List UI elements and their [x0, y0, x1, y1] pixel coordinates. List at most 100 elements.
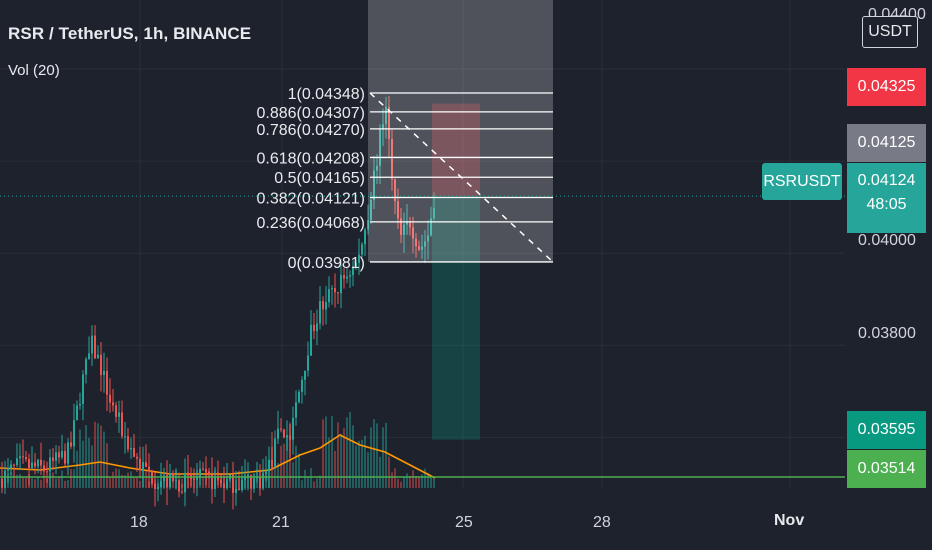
candle-body-98: [295, 402, 297, 418]
candle-body-44: [133, 447, 135, 457]
volume-bar-44: [133, 477, 135, 488]
candle-body-101: [304, 370, 306, 380]
candle-body-5: [16, 458, 18, 466]
candle-body-110: [331, 288, 333, 290]
currency-button[interactable]: USDT: [862, 16, 918, 48]
candle-body-112: [337, 292, 339, 294]
candle-body-35: [106, 370, 108, 395]
volume-bar-39: [118, 469, 120, 488]
candle-body-132: [397, 201, 399, 219]
volume-bar-114: [343, 428, 345, 488]
candle-body-23: [70, 442, 72, 447]
fib-trend-line: [369, 92, 554, 263]
line-price-badge: 0.03514: [847, 450, 926, 488]
volume-bar-13: [40, 479, 42, 488]
candle-body-6: [19, 456, 21, 459]
fib-label-2: 0.786(0.04270): [256, 122, 365, 139]
candle-body-42: [127, 436, 129, 450]
volume-bar-108: [325, 416, 327, 488]
volume-indicator-label[interactable]: Vol (20): [8, 62, 60, 79]
candle-countdown: 48:05: [866, 196, 907, 213]
candle-body-140: [421, 246, 423, 250]
candle-body-97: [292, 417, 294, 440]
volume-bar-136: [409, 475, 411, 488]
candle-body-34: [103, 370, 105, 376]
candle-body-107: [322, 301, 324, 310]
candle-body-106: [319, 301, 321, 324]
volume-bar-140: [421, 474, 423, 488]
candle-body-30: [91, 335, 93, 354]
candle-body-32: [97, 354, 99, 359]
volume-bar-11: [34, 479, 36, 488]
volume-bar-35: [106, 443, 108, 488]
candle-body-48: [145, 462, 147, 467]
volume-bar-105: [316, 478, 318, 488]
time-tick-18: 18: [130, 514, 148, 531]
candle-body-0: [1, 478, 3, 488]
candle-body-55: [166, 475, 168, 488]
volume-bar-34: [103, 431, 105, 488]
candle-body-126: [379, 129, 381, 166]
candle-body-103: [310, 324, 312, 356]
volume-bar-104: [313, 481, 315, 488]
volume-bar-138: [415, 476, 417, 488]
candle-body-22: [67, 442, 69, 464]
position-stop-zone: [432, 196, 480, 440]
candle-body-24: [73, 420, 75, 447]
volume-bar-133: [400, 481, 402, 488]
candle-body-117: [352, 266, 354, 276]
candle-body-95: [286, 435, 288, 438]
volume-bar-125: [376, 423, 378, 488]
candle-body-9: [28, 459, 30, 469]
price-tick-0.04: 0.04000: [858, 232, 916, 249]
volume-bar-113: [340, 433, 342, 488]
candle-body-102: [307, 355, 309, 371]
candle-body-109: [328, 289, 330, 303]
fib-retracement: 1(0.04348) 0.886(0.04307)0.786(0.04270) 0.…: [256, 86, 554, 272]
candle-body-65: [196, 476, 198, 481]
volume-bar-109: [328, 437, 330, 488]
candle-body-2: [7, 467, 9, 471]
high-price-badge: 0.04125: [847, 124, 926, 162]
volume-bar-129: [388, 456, 390, 488]
volume-bar-102: [307, 476, 309, 488]
candle-body-73: [220, 480, 222, 484]
volume-bar-135: [406, 473, 408, 488]
candle-body-90: [271, 459, 273, 467]
price-tick-0.038: 0.03800: [858, 325, 916, 342]
candle-body-139: [418, 246, 420, 250]
candle-body-10: [31, 462, 33, 469]
volume-bar-46: [139, 480, 141, 488]
volume-bar-119: [358, 440, 360, 488]
candle-body-89: [268, 459, 270, 472]
candle-body-16: [49, 457, 51, 472]
volume-bar-116: [349, 412, 351, 488]
candle-body-113: [340, 275, 342, 294]
target-price-badge: 0.04325: [847, 68, 926, 106]
volume-bar-41: [124, 475, 126, 488]
candle-body-77: [232, 474, 234, 493]
candle-body-17: [52, 457, 54, 461]
candle-body-49: [148, 466, 150, 472]
candle-body-133: [400, 218, 402, 235]
volume-bar-19: [58, 476, 60, 488]
candle-body-124: [373, 170, 375, 200]
volume-bar-23: [70, 469, 72, 488]
volume-bar-121: [364, 435, 366, 488]
candle-body-54: [163, 475, 165, 482]
candle-body-87: [262, 473, 264, 489]
volume-bar-10: [31, 478, 33, 488]
volume-bar-18: [55, 478, 57, 488]
candle-body-46: [139, 458, 141, 471]
time-tick-nov: Nov: [774, 512, 805, 529]
candle-body-29: [88, 353, 90, 360]
volume-bar-45: [136, 477, 138, 488]
last-price-badge: 0.04124 48:05: [847, 163, 926, 233]
candle-body-79: [238, 488, 240, 491]
candle-body-131: [394, 179, 396, 202]
candle-body-116: [349, 275, 351, 277]
candle-body-68: [205, 469, 207, 472]
volume-bar-103: [310, 468, 312, 488]
symbol-badge[interactable]: RSRUSDT: [762, 163, 842, 200]
